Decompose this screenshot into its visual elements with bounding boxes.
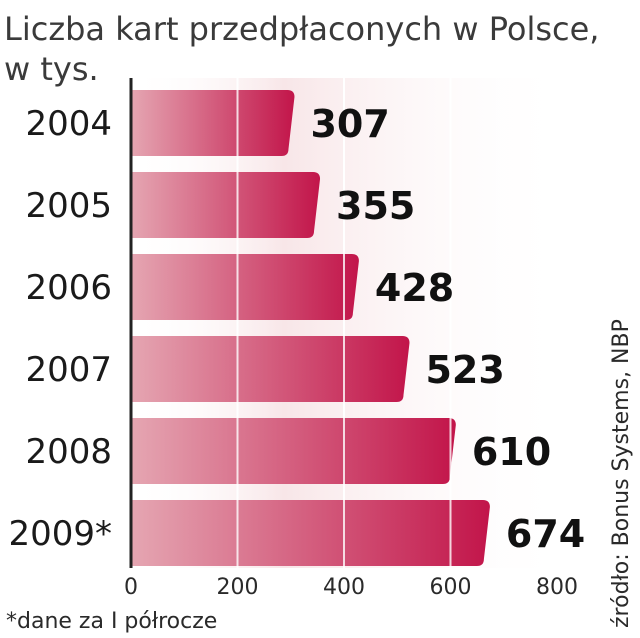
bar (131, 254, 359, 320)
x-tick-label: 400 (323, 575, 365, 600)
grid-lines-overlay (236, 78, 558, 568)
x-tick-labels: 0 200 400 600 800 (124, 575, 578, 600)
bar (131, 172, 321, 238)
chart-title-line2: w tys. (4, 50, 99, 88)
category-label: 2006 (25, 268, 112, 308)
x-tick-label: 200 (217, 575, 259, 600)
x-tick-label: 0 (124, 575, 138, 600)
category-label: 2007 (25, 350, 112, 390)
category-label: 2008 (25, 432, 112, 472)
bar (131, 418, 456, 484)
data-label: 674 (506, 512, 585, 556)
bar (131, 500, 490, 566)
chart-title-line1: Liczba kart przedpłaconych w Polsce, (4, 10, 599, 48)
data-label: 428 (375, 266, 454, 310)
x-tick-label: 800 (536, 575, 578, 600)
bars (131, 90, 490, 566)
bar (131, 90, 295, 156)
category-label: 2004 (25, 104, 112, 144)
data-label: 307 (310, 102, 389, 146)
value-labels: 307 355 428 523 610 674 (310, 102, 585, 556)
data-label: 355 (336, 184, 415, 228)
category-label: 2005 (25, 186, 112, 226)
data-label: 523 (425, 348, 504, 392)
x-tick-label: 600 (430, 575, 472, 600)
category-label: 2009* (8, 514, 112, 554)
category-labels: 2004 2005 2006 2007 2008 2009* (8, 104, 112, 554)
source-note: źródło: Bonus Systems, NBP (609, 319, 634, 628)
bar (131, 336, 410, 402)
footnote: *dane za I półrocze (6, 609, 217, 634)
data-label: 610 (472, 430, 551, 474)
plot-background (130, 78, 570, 568)
